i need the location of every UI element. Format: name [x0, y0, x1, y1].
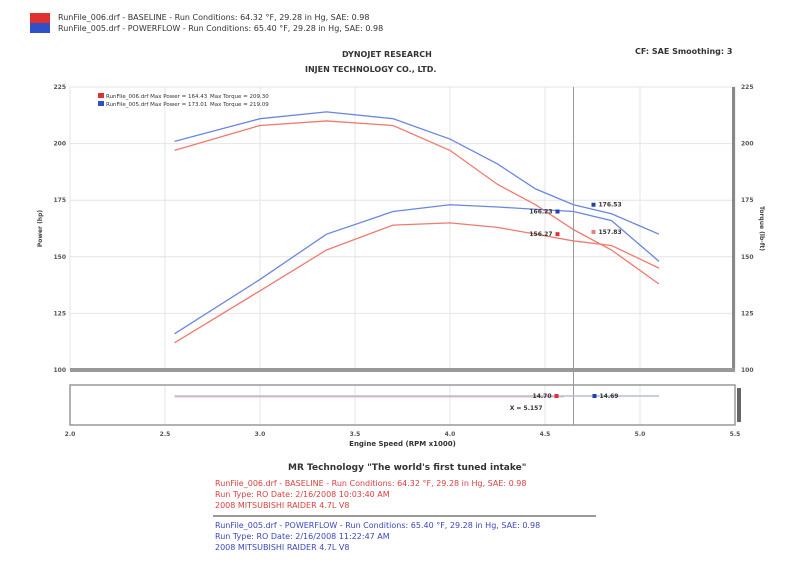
header-run-1: RunFile_006.drf - BASELINE - Run Conditi… — [58, 13, 370, 22]
y-axis-label: Power (hp) — [37, 210, 44, 247]
header-run-2: RunFile_005.drf - POWERFLOW - Run Condit… — [58, 24, 384, 33]
legend-swatch — [98, 101, 104, 106]
x-axis-label: Engine Speed (RPM x1000) — [349, 440, 456, 448]
y-tick-label: 100 — [53, 367, 66, 374]
series-line-torque — [174, 111, 660, 235]
y-tick-label: 200 — [53, 141, 66, 148]
right-axis-bar — [732, 87, 735, 370]
legend-entry: RunFile_005.drf Max Power = 173.01 — [106, 102, 207, 108]
run-color-swatch-blue — [30, 23, 50, 33]
cursor-value-label: 157.83 — [599, 229, 622, 236]
legend-torque: Max Torque = 209.30 — [210, 94, 269, 100]
cursor-readout: X = 5.157 — [510, 405, 543, 412]
x-tick-label: 5.5 — [730, 431, 741, 438]
series-line-power — [174, 204, 660, 335]
correction-factor: CF: SAE Smoothing: 3 — [635, 47, 733, 56]
cursor-marker — [591, 202, 596, 207]
cursor-marker — [555, 209, 560, 214]
x-tick-label: 5.0 — [635, 431, 646, 438]
y2-tick-label: 150 — [741, 254, 754, 261]
series-line-torque — [174, 120, 660, 285]
y-tick-label: 225 — [53, 84, 66, 91]
chart-title-1: DYNOJET RESEARCH — [342, 50, 432, 59]
cursor-marker — [591, 229, 596, 234]
x-tick-label: 2.5 — [160, 431, 171, 438]
y-tick-label: 175 — [53, 197, 66, 204]
lower-value-label: 14.69 — [600, 393, 619, 400]
y-tick-label: 150 — [53, 254, 66, 261]
plot-frame — [69, 86, 736, 371]
cursor-marker — [555, 232, 560, 237]
x-tick-label: 3.5 — [350, 431, 361, 438]
dyno-plot: 2.0 2.5 3.0 3.5 4.0 4.5 5.0 5.5 225 225 200 200 175 1… — [37, 84, 765, 448]
chart-title-2: INJEN TECHNOLOGY CO., LTD. — [305, 65, 437, 74]
footer-tagline: MR Technology "The world's first tuned i… — [288, 463, 527, 473]
y2-tick-label: 125 — [741, 310, 754, 317]
series-line-power — [174, 222, 660, 344]
footer-blue-line-2: Run Type: RO Date: 2/16/2008 11:22:47 AM — [215, 532, 390, 541]
footer-red-line-2: Run Type: RO Date: 2/16/2008 10:03:40 AM — [215, 490, 390, 499]
footer-blue-line-1: RunFile_005.drf - POWERFLOW - Run Condit… — [215, 521, 541, 530]
x-tick-label: 2.0 — [65, 431, 76, 438]
lower-marker — [554, 394, 559, 398]
cursor-value-label: 166.23 — [529, 209, 552, 216]
footer-red-line-3: 2008 MITSUBISHI RAIDER 4.7L V8 — [215, 501, 350, 510]
bottom-axis-bar — [70, 368, 735, 372]
y2-tick-label: 175 — [741, 197, 754, 204]
footer-blue-line-3: 2008 MITSUBISHI RAIDER 4.7L V8 — [215, 543, 350, 552]
y2-tick-label: 100 — [741, 367, 754, 374]
lower-value-label: 14.70 — [533, 393, 552, 400]
y2-tick-label: 225 — [741, 84, 754, 91]
x-tick-label: 3.0 — [255, 431, 266, 438]
footer-red-line-1: RunFile_006.drf - BASELINE - Run Conditi… — [215, 479, 527, 488]
legend-swatch — [98, 93, 104, 98]
y-tick-label: 125 — [53, 310, 66, 317]
run-color-swatch-red — [30, 13, 50, 23]
footer-divider — [213, 515, 596, 517]
cursor-value-label: 156.27 — [529, 231, 552, 238]
legend-entry: RunFile_006.drf Max Power = 164.43 — [106, 94, 208, 100]
x-tick-label: 4.5 — [540, 431, 551, 438]
lower-marker — [592, 394, 597, 398]
legend-torque: Max Torque = 219.09 — [210, 102, 269, 108]
y2-tick-label: 200 — [741, 141, 754, 148]
lower-right-axis-bar — [737, 388, 741, 422]
x-tick-label: 4.0 — [445, 431, 456, 438]
cursor-value-label: 176.53 — [599, 202, 622, 209]
lower-panel-frame — [69, 384, 736, 426]
y2-axis-label: Torque (lb-ft) — [758, 206, 765, 251]
